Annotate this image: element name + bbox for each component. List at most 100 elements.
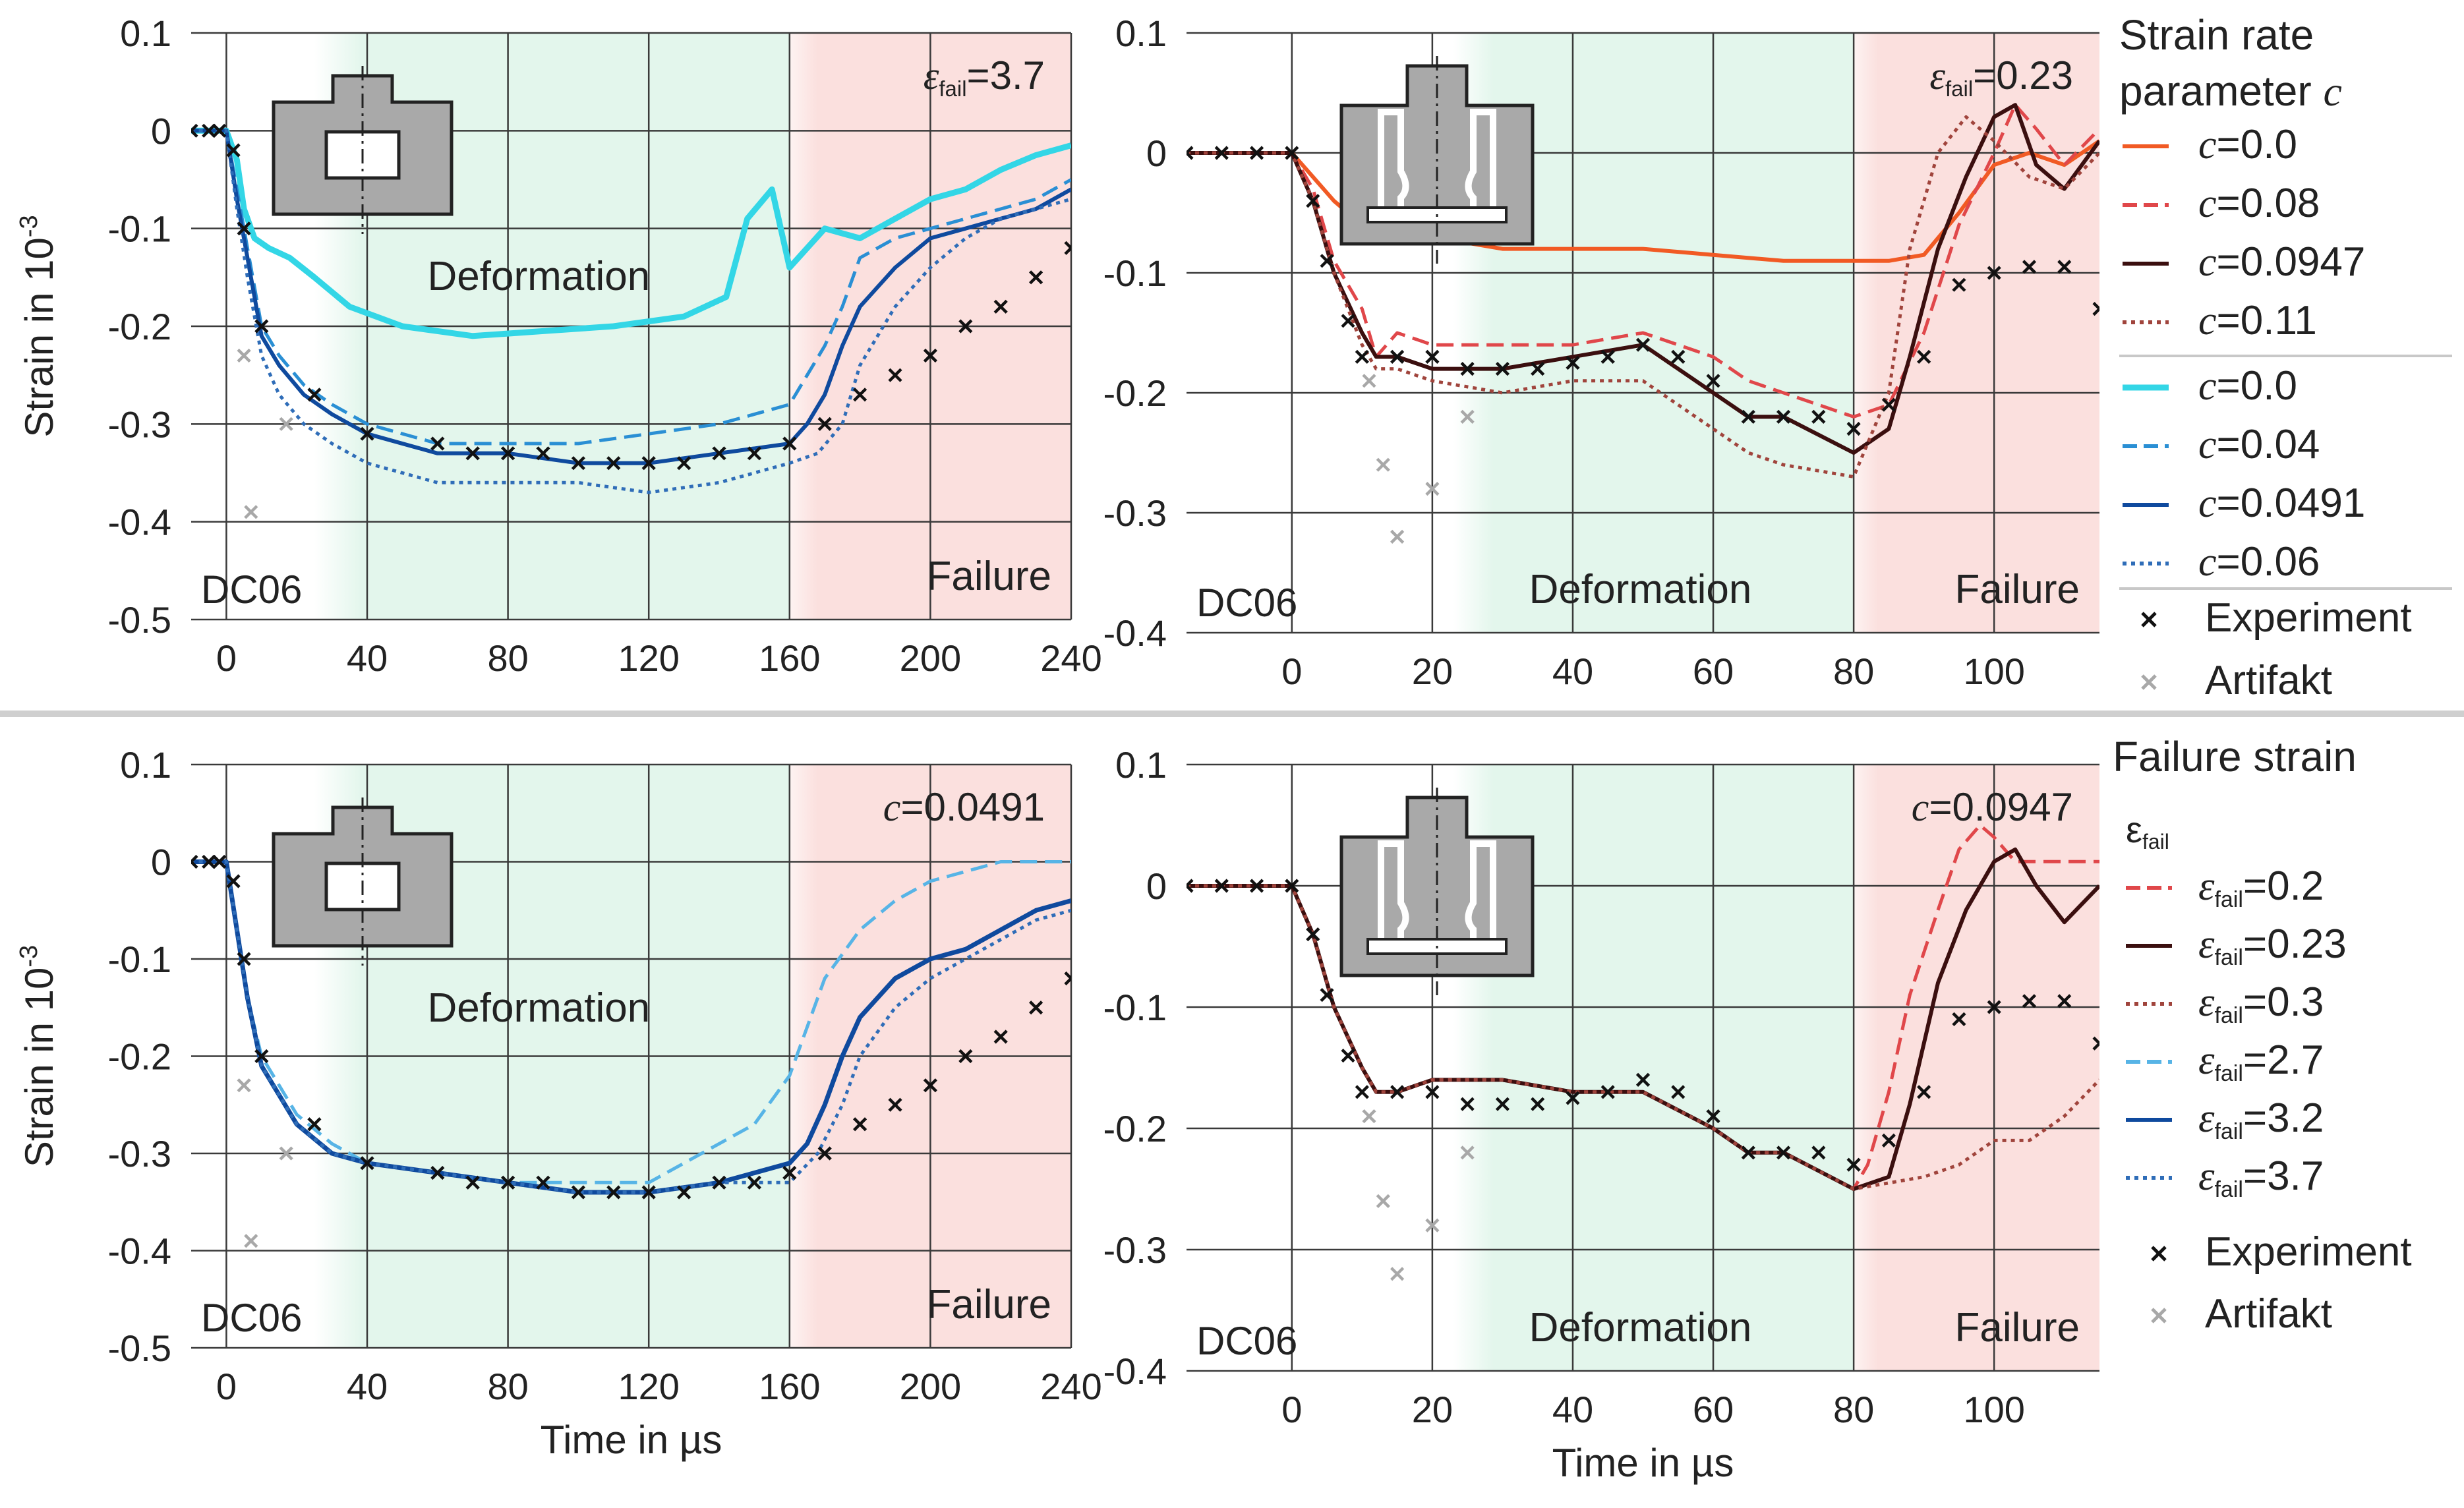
experiment-point [782,1165,797,1180]
experiment-point [1214,879,1229,893]
experiment-point [1811,409,1826,424]
legend-entry-label: εfail=2.7 [2198,1037,2324,1086]
x-tick-label: 80 [487,1366,528,1407]
series-line-c0.11 [1187,115,2099,478]
experiment-point [1671,1085,1686,1099]
y-tick-label: -0.1 [1103,987,1167,1028]
legend-entry-label: c=0.06 [2198,539,2320,585]
experiment-point [923,348,937,363]
artifact-point [1460,1146,1475,1160]
material-label: DC06 [1196,581,1297,625]
x-tick-label: 20 [1412,651,1453,692]
experiment-point [888,368,902,382]
series-layer [1187,103,2099,544]
experiment-point [2092,302,2099,316]
failure-zone [1854,33,2099,633]
legend-entry-label: c=0.0 [2198,122,2297,167]
experiment-point [1029,1000,1043,1015]
y-tick-label: -0.2 [108,1036,172,1078]
experiment-point [782,436,797,451]
experiment-point [1306,194,1320,208]
experiment-point [958,1049,973,1064]
chart-bottom-right: 0 20 40 60 80 100 0.1 0 -0.1 -0.2 -0.3 -0.4 Time in … [1103,744,2099,1485]
legend-artifact-label: Artifakt [2205,658,2332,703]
experiment-point [430,436,445,451]
experiment-point [1531,362,1545,376]
legend-experiment-label: Experiment [2205,595,2412,641]
series-line-c0.0947 [1187,103,2099,455]
deformation-label: Deformation [427,985,650,1031]
artifact-point [244,505,258,519]
y-axis-title: Strain in 10-3 [15,215,61,437]
y-tick-label: -0.3 [108,1133,172,1174]
experiment-point [677,456,691,471]
experiment-point [1776,409,1791,424]
legend-bottom-symbol: εfail [2126,809,2169,854]
experiment-point [536,446,550,461]
series-line-c0.08 [1187,103,2099,419]
artifact-point [244,1234,258,1248]
legend-strain-rate: Strain rate parameter c c=0.0 c=0.08 c=0.094… [2119,11,2452,703]
experiment-point [1881,1133,1896,1147]
parameter-annotation: c=0.0947 [1912,785,2073,829]
experiment-point [1917,349,1931,364]
series-line-c0.04 [191,129,1071,446]
y-tick-label: 0 [1146,865,1167,907]
experiment-point [1320,988,1334,1002]
artifact-point [1376,457,1390,472]
series-line-fail0.23 [1187,847,2099,1191]
experiment-point [817,1146,832,1161]
x-tick-label: 120 [618,637,679,679]
artifact-point [1362,374,1376,388]
experiment-point [237,221,251,236]
artifact-point [1390,529,1405,544]
experiment-point [1390,349,1405,364]
y-tick-label: 0.1 [1115,744,1167,786]
experiment-point [888,1097,902,1112]
experiment-point [2092,1036,2099,1051]
x-tick-label: 100 [1963,1389,2024,1430]
y-tick-label: -0.3 [108,403,172,445]
artifact-point [279,417,293,431]
x-tick-label: 80 [1833,1389,1874,1430]
y-tick-label: -0.1 [1103,252,1167,294]
experiment-point [1846,422,1861,436]
x-tick-label: 20 [1412,1389,1453,1430]
experiment-point [712,1175,726,1190]
y-tick-label: -0.2 [1103,372,1167,414]
experiment-point [1064,241,1071,255]
deformation-label: Deformation [427,254,650,299]
experiment-point [212,854,227,869]
experiment-point [307,1117,322,1132]
specimen-icon [272,66,454,234]
y-tick-label: -0.4 [108,1231,172,1272]
legend-experiment-marker [2141,612,2157,627]
x-tick-label: 200 [900,637,961,679]
legend-entry-label: c=0.0491 [2198,480,2365,526]
legend-entry-label: εfail=0.23 [2198,921,2347,970]
artifact-point [1362,1109,1376,1124]
experiment-point [993,1030,1008,1044]
x-tick-label: 0 [1281,1389,1302,1430]
experiment-point [853,388,867,402]
y-tick-label: -0.4 [1103,1350,1167,1392]
y-tick-label: -0.3 [1103,1229,1167,1271]
y-tick-label: -0.2 [108,306,172,347]
experiment-point [1635,1072,1651,1087]
experiment-point [465,446,480,461]
y-tick-label: -0.5 [108,599,172,641]
experiment-point [1741,409,1755,424]
experiment-point [1917,1085,1931,1099]
experiment-point [1531,1097,1545,1111]
x-tick-label: 40 [1552,651,1593,692]
chart-top-left: 0 40 80 120 160 200 240 0.1 0 -0.1 -0.2 -0.3 -0.4 -0.… [15,13,1102,679]
experiment-point [1425,349,1440,364]
specimen-icon [1339,56,1535,264]
x-tick-label: 0 [216,637,237,679]
experiment-point [1671,349,1686,364]
failure-label: Failure [1954,567,2080,612]
experiment-point [1600,349,1615,364]
experiment-point [1249,879,1264,893]
experiment-point [571,456,585,471]
legend-top-subtitle: parameter c [2119,67,2342,115]
